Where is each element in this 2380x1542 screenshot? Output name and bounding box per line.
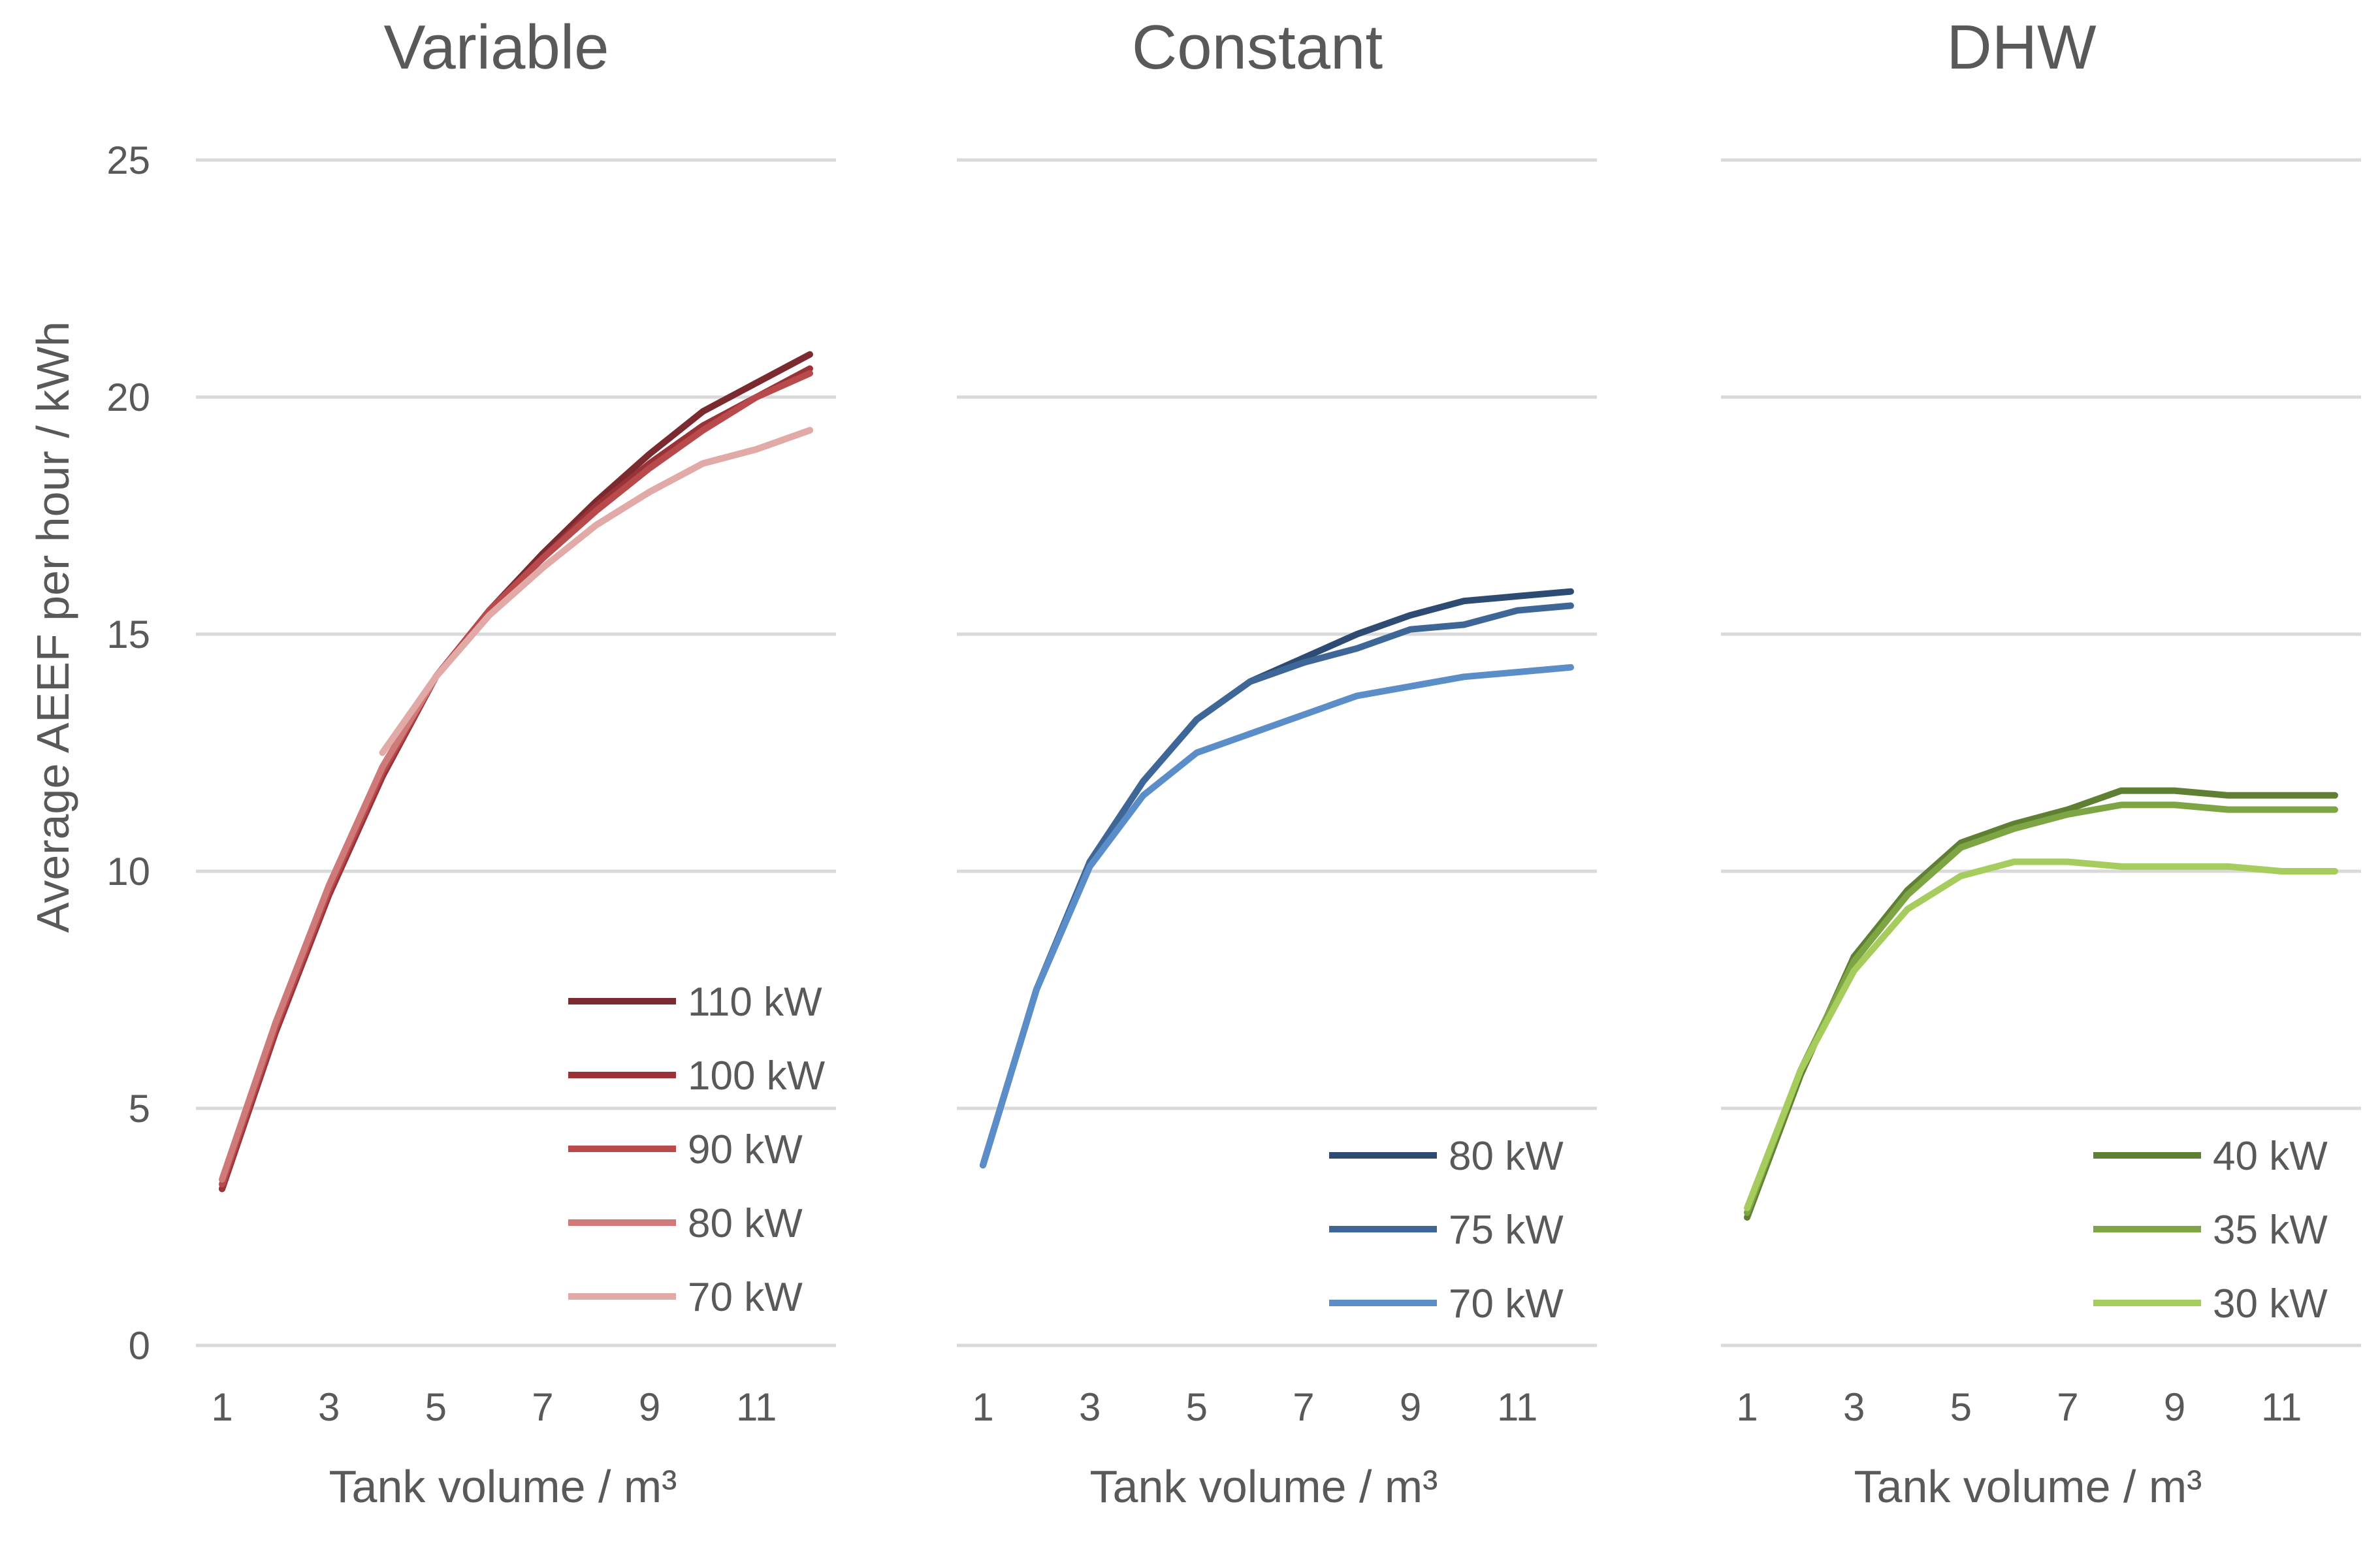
series-line xyxy=(1744,801,2338,1216)
y-tick-label: 5 xyxy=(129,1087,150,1131)
legend-label: 75 kW xyxy=(1449,1208,1564,1253)
panel-title: Variable xyxy=(383,12,609,82)
series-line xyxy=(980,602,1574,1169)
x-tick-label: 5 xyxy=(425,1385,447,1429)
series-line xyxy=(379,426,813,756)
legend-label: 70 kW xyxy=(1449,1281,1564,1326)
legend-label: 90 kW xyxy=(688,1127,803,1172)
panel-title: Constant xyxy=(1132,12,1383,82)
legend-label: 100 kW xyxy=(688,1053,826,1099)
x-axis-label: Tank volume / m³ xyxy=(1090,1461,1438,1512)
x-tick-label: 5 xyxy=(1950,1385,1972,1429)
x-tick-label: 9 xyxy=(639,1385,660,1429)
x-axis-label: Tank volume / m³ xyxy=(329,1461,677,1512)
legend-label: 80 kW xyxy=(1449,1134,1564,1179)
x-tick-label: 9 xyxy=(2164,1385,2185,1429)
x-tick-label: 1 xyxy=(972,1385,993,1429)
legend-label: 80 kW xyxy=(688,1201,803,1246)
y-axis-label: Average AEEF per hour / kWh xyxy=(27,321,78,933)
x-tick-label: 9 xyxy=(1400,1385,1421,1429)
y-tick-label: 25 xyxy=(106,138,150,182)
legend-label: 40 kW xyxy=(2213,1134,2328,1179)
x-tick-label: 7 xyxy=(1293,1385,1314,1429)
panel-1: Constant 1 3 5 7 9 11 Tank volume / m³ 80 kW 75 k… xyxy=(957,12,1597,1512)
legend-label: 35 kW xyxy=(2213,1208,2328,1253)
x-tick-label: 7 xyxy=(532,1385,553,1429)
x-tick-label: 5 xyxy=(1186,1385,1208,1429)
x-tick-label: 1 xyxy=(211,1385,233,1429)
x-tick-label: 11 xyxy=(1497,1385,1537,1429)
y-tick-label: 0 xyxy=(129,1324,150,1368)
panel-2: DHW 1 3 5 7 9 11 Tank volume / m³ 40 kW 35 kW 30 k… xyxy=(1721,12,2361,1512)
x-tick-label: 3 xyxy=(318,1385,340,1429)
x-tick-label: 3 xyxy=(1079,1385,1101,1429)
x-tick-label: 1 xyxy=(1736,1385,1758,1429)
x-tick-label: 3 xyxy=(1843,1385,1865,1429)
series-line xyxy=(980,664,1574,1169)
y-tick-label: 20 xyxy=(106,376,150,419)
panel-0: Variable 0 5 10 15 20 25 1 3 5 7 9 11 Tank volume / m… xyxy=(106,12,836,1512)
panel-title: DHW xyxy=(1946,12,2097,82)
x-tick-label: 7 xyxy=(2057,1385,2078,1429)
x-tick-label: 11 xyxy=(736,1385,777,1429)
y-tick-label: 15 xyxy=(106,613,150,656)
y-tick-label: 10 xyxy=(106,850,150,893)
legend-label: 110 kW xyxy=(688,980,822,1025)
legend-label: 30 kW xyxy=(2213,1281,2328,1326)
legend-label: 70 kW xyxy=(688,1275,803,1320)
series-line xyxy=(1744,858,2338,1212)
x-axis-label: Tank volume / m³ xyxy=(1854,1461,2202,1512)
x-tick-label: 11 xyxy=(2261,1385,2302,1429)
